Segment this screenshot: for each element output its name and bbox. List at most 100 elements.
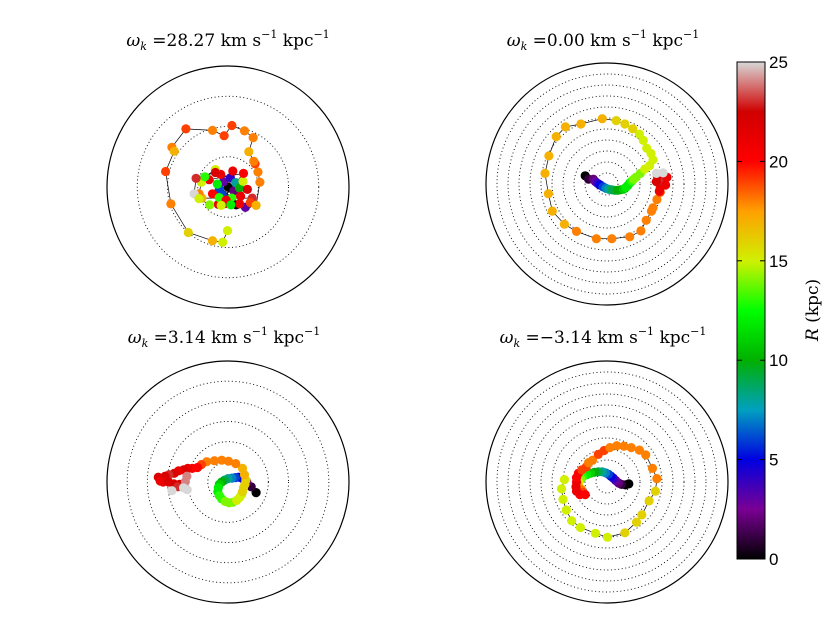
data-point bbox=[661, 180, 671, 190]
data-point bbox=[169, 146, 179, 156]
grid-ring bbox=[573, 150, 641, 218]
data-point bbox=[226, 200, 236, 210]
polar-panel-1: ωk =28.27 km s−1 kpc−1 bbox=[106, 28, 350, 309]
data-point bbox=[227, 120, 237, 131]
data-point bbox=[218, 237, 228, 247]
data-point bbox=[597, 114, 607, 124]
data-point bbox=[543, 189, 554, 199]
data-point bbox=[166, 199, 176, 209]
data-point bbox=[626, 443, 636, 453]
grid-ring bbox=[507, 84, 707, 284]
data-point bbox=[181, 124, 191, 134]
data-point bbox=[628, 124, 638, 134]
data-point bbox=[205, 200, 215, 210]
data-point bbox=[561, 505, 571, 515]
data-point bbox=[207, 125, 218, 135]
colorbar-label: R (kpc) bbox=[803, 279, 823, 342]
data-point bbox=[654, 186, 664, 196]
grid-ring bbox=[529, 404, 685, 560]
data-point bbox=[242, 184, 252, 194]
polar-panel-2: ωk =0.00 km s−1 kpc−1 bbox=[485, 28, 729, 306]
data-point bbox=[560, 122, 571, 132]
data-point bbox=[219, 131, 229, 141]
data-point bbox=[556, 484, 567, 494]
data-point bbox=[236, 191, 246, 201]
data-point bbox=[559, 475, 570, 485]
data-point bbox=[571, 226, 582, 236]
data-point bbox=[194, 194, 204, 204]
data-point bbox=[641, 450, 651, 460]
colorbar-tick-label: 25 bbox=[769, 53, 788, 72]
data-point bbox=[207, 236, 218, 246]
data-point bbox=[620, 119, 630, 129]
panel-title: ωk =28.27 km s−1 kpc−1 bbox=[126, 28, 329, 53]
data-point bbox=[238, 168, 249, 178]
data-point bbox=[239, 126, 250, 136]
data-point bbox=[634, 129, 645, 139]
data-point bbox=[559, 219, 570, 229]
polar-panel-3: ωk =3.14 km s−1 kpc−1 bbox=[106, 325, 350, 604]
data-point bbox=[223, 456, 234, 466]
grid-ring bbox=[146, 400, 310, 564]
data-point bbox=[647, 463, 658, 473]
polar-boundary bbox=[106, 360, 350, 604]
panel-title: ωk =−3.14 km s−1 kpc−1 bbox=[500, 325, 707, 350]
data-point bbox=[540, 168, 550, 178]
data-point bbox=[602, 532, 613, 542]
data-point bbox=[591, 234, 602, 244]
data-point bbox=[231, 459, 241, 469]
data-point bbox=[652, 474, 662, 484]
data-point bbox=[183, 227, 193, 238]
grid-ring bbox=[595, 172, 619, 196]
data-point bbox=[235, 199, 245, 209]
data-point bbox=[547, 206, 557, 216]
data-point bbox=[587, 455, 598, 465]
data-point bbox=[652, 194, 662, 205]
data-point bbox=[251, 200, 261, 210]
polar-boundary bbox=[106, 65, 350, 309]
data-point bbox=[634, 445, 645, 455]
data-point bbox=[612, 441, 622, 451]
data-point bbox=[212, 179, 222, 189]
data-point bbox=[253, 167, 263, 177]
grid-ring bbox=[562, 139, 652, 229]
grid-ring bbox=[562, 437, 652, 527]
grid-ring bbox=[540, 117, 674, 251]
data-point bbox=[607, 234, 617, 244]
colorbar-tick-label: 20 bbox=[769, 152, 788, 171]
data-point bbox=[636, 226, 646, 236]
data-point bbox=[217, 455, 227, 465]
colorbar-tick-label: 10 bbox=[769, 351, 788, 370]
data-point bbox=[207, 189, 218, 199]
data-point bbox=[658, 168, 668, 178]
data-point bbox=[551, 132, 561, 142]
data-point bbox=[651, 168, 662, 178]
data-point bbox=[167, 486, 177, 496]
data-point bbox=[651, 177, 662, 187]
data-point bbox=[644, 496, 654, 506]
data-point bbox=[625, 232, 635, 242]
grid-ring bbox=[136, 95, 320, 279]
data-point bbox=[244, 147, 254, 157]
data-point bbox=[576, 119, 586, 129]
colorbar-tick-label: 0 bbox=[769, 550, 778, 569]
data-point bbox=[641, 215, 651, 225]
data-point bbox=[210, 167, 220, 178]
data-point bbox=[642, 143, 652, 153]
data-point bbox=[637, 510, 647, 520]
data-point bbox=[558, 494, 568, 504]
data-point bbox=[200, 172, 210, 182]
grid-ring bbox=[197, 156, 259, 218]
data-point bbox=[235, 183, 245, 193]
grid-ring bbox=[551, 426, 663, 538]
data-point bbox=[237, 463, 248, 473]
data-point bbox=[620, 528, 630, 538]
data-point bbox=[611, 116, 621, 126]
polar-panel-4: ωk =−3.14 km s−1 kpc−1 bbox=[485, 325, 729, 604]
colorbar: 0 5 10 15 20 25 R (kpc) bbox=[736, 53, 823, 569]
data-point bbox=[650, 486, 661, 496]
grid-ring bbox=[518, 393, 696, 571]
colorbar-tick-label: 15 bbox=[769, 252, 788, 271]
data-point bbox=[228, 166, 238, 176]
